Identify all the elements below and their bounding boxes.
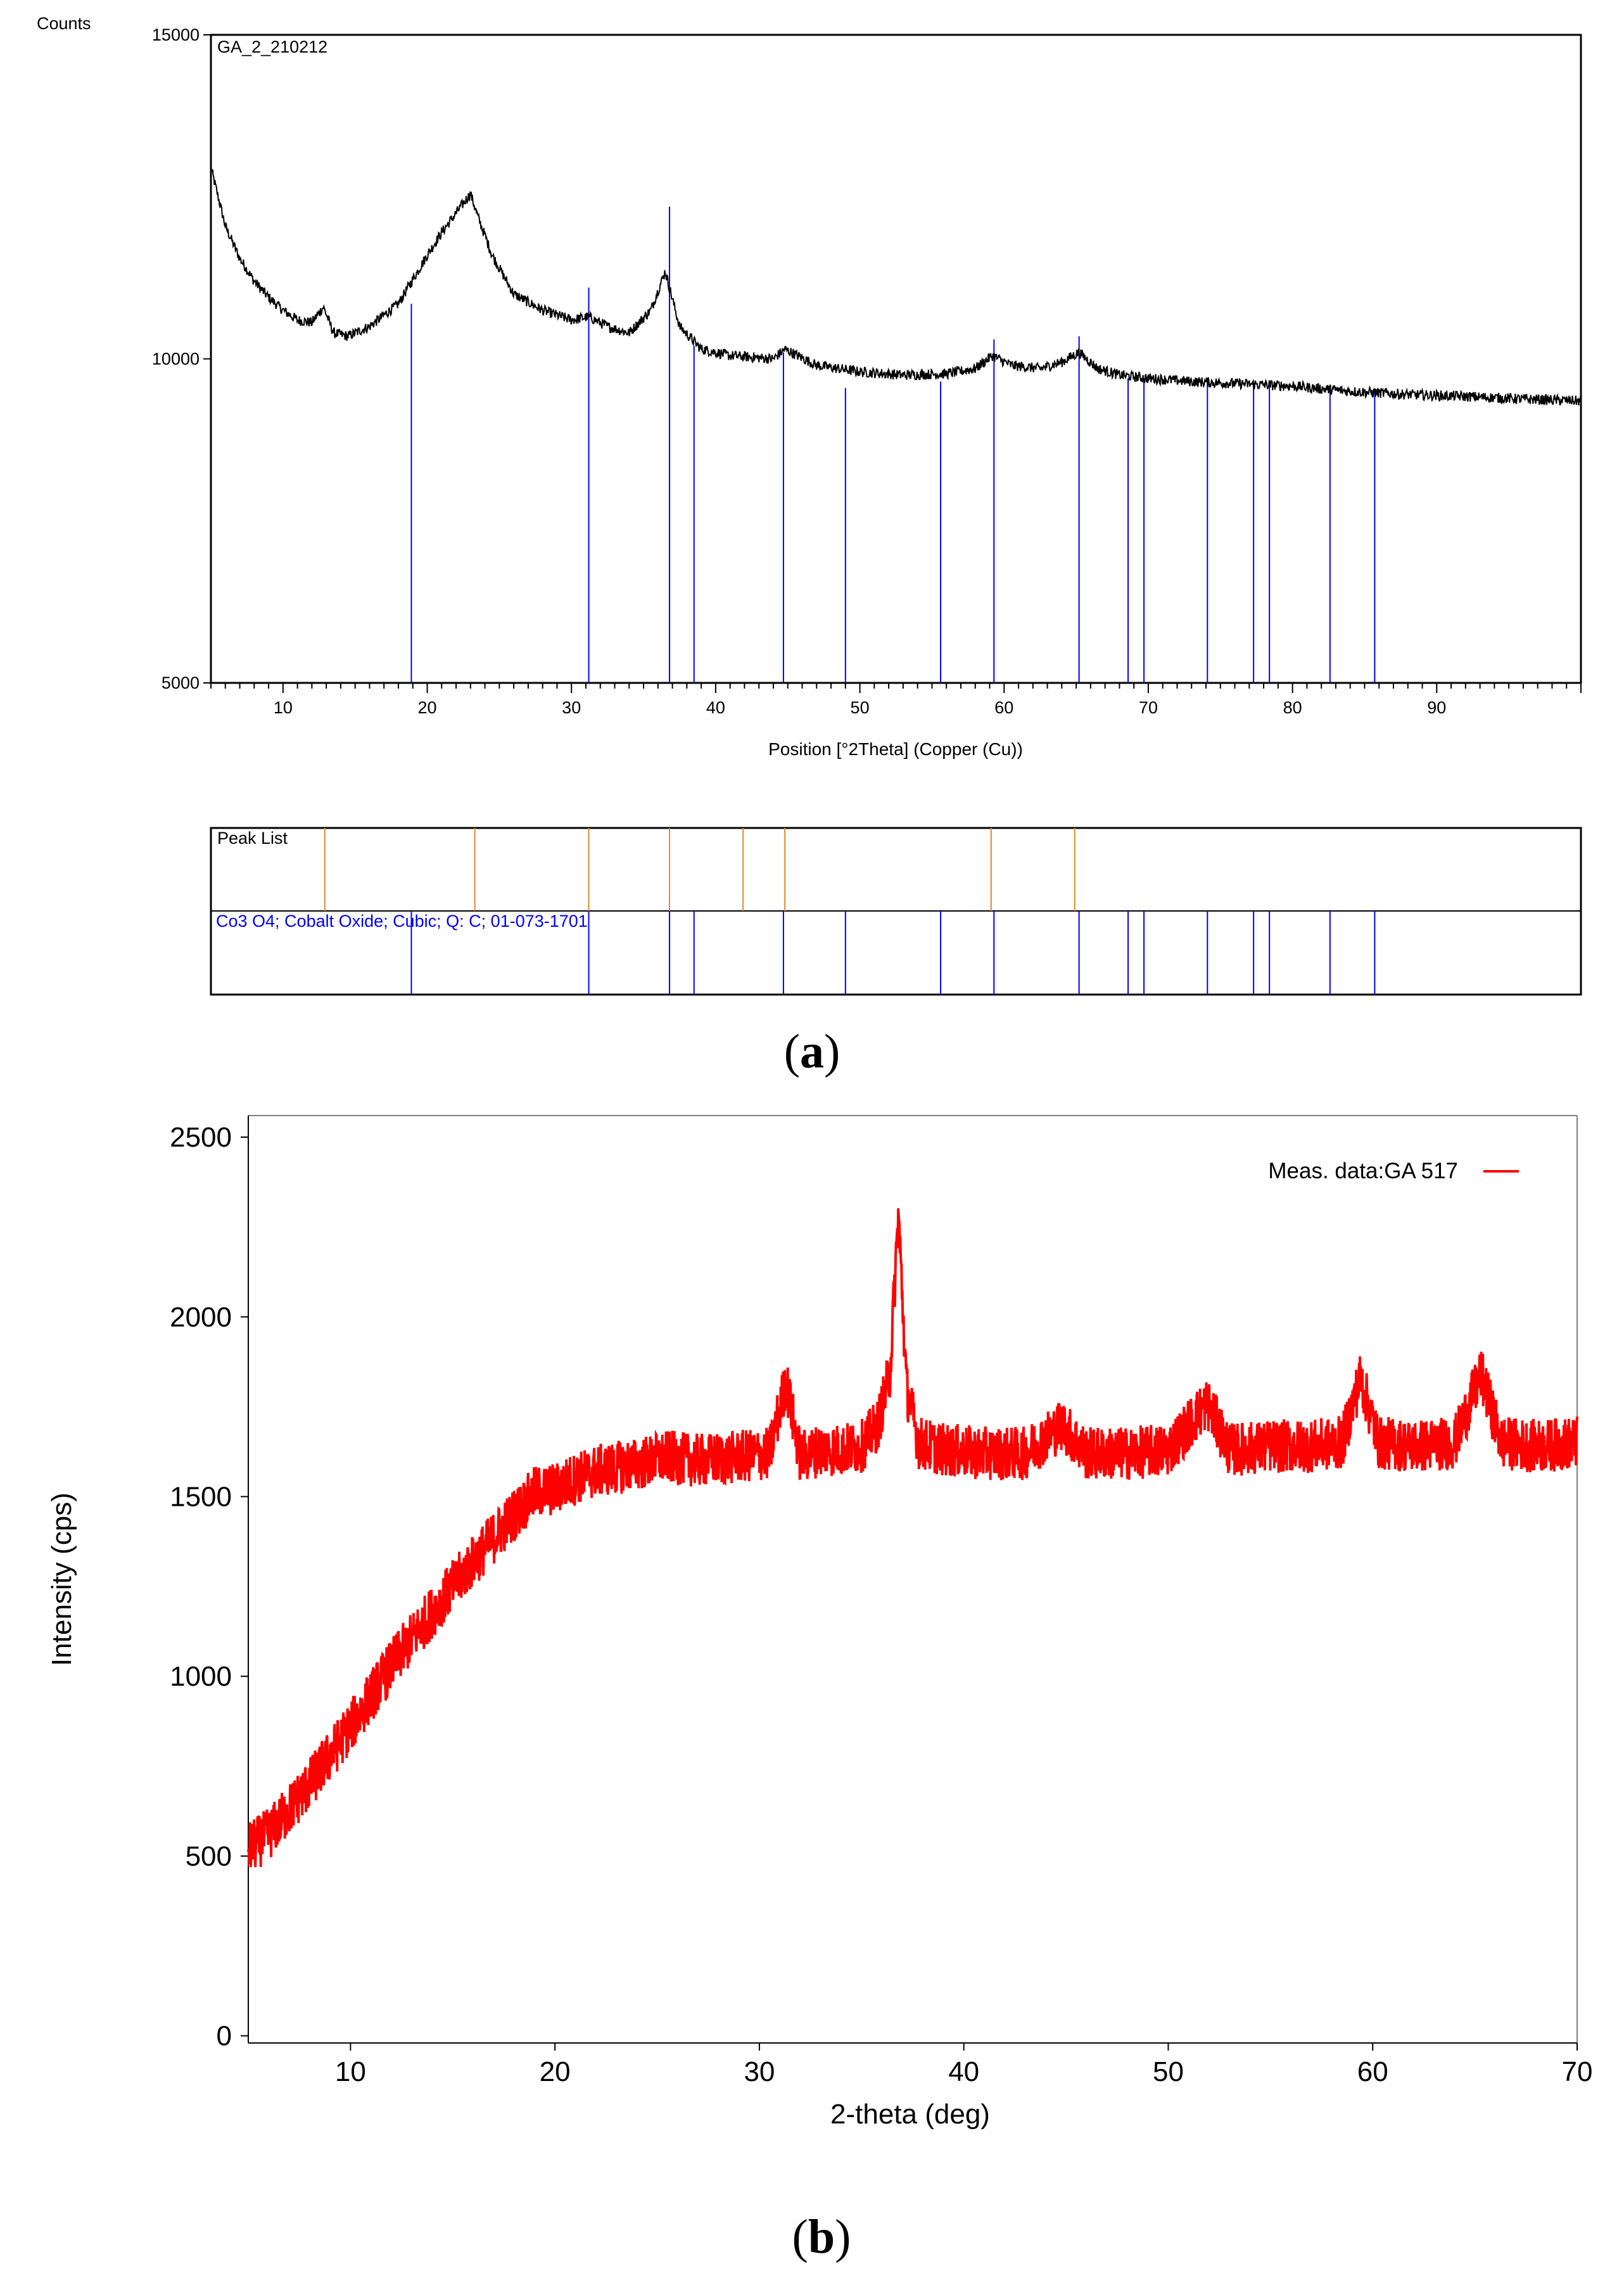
panel-b-x-tick-label: 40 [948,2056,979,2087]
reference-pattern-label: Co3 O4; Cobalt Oxide; Cubic; Q: C; 01-07… [216,912,588,931]
legend-label: Meas. data:GA 517 [1268,1159,1458,1183]
panel-b-x-tick-label: 50 [1153,2056,1184,2087]
panel-a-y-tick-label: 10000 [152,350,200,369]
panel-b-y-tick-label: 2500 [170,1122,232,1153]
panel-a-y-axis: 5000 10000 15000 [152,25,211,692]
panel-b-xlabel: 2-theta (deg) [830,2099,990,2130]
panel-a-title: GA_2_210212 [217,37,327,56]
panel-b-x-axis: 10 20 30 40 50 60 70 [335,2043,1593,2087]
panel-a-x-tick-label: 30 [562,698,581,717]
panel-a-letter: a [800,1025,824,1078]
panel-a-x-axis: 10 20 30 40 50 60 70 80 90 [210,683,1582,717]
panel-b-y-tick-label: 500 [186,1841,232,1872]
reference-pattern-marks [410,911,1376,995]
panel-b-x-tick-label: 10 [335,2056,366,2087]
peak-list-label: Peak List [217,829,288,848]
panel-a-caption: (a) [784,1025,841,1078]
panel-b-y-tick-label: 1500 [170,1481,232,1512]
panel-b-y-axis: 0 500 1000 1500 2000 2500 [170,1122,248,2052]
panel-a-x-tick-label: 20 [418,698,437,717]
panel-b-x-tick-label: 30 [744,2056,775,2087]
panel-a-x-tick-label: 80 [1283,698,1302,717]
panel-b-x-tick-label: 70 [1562,2056,1593,2087]
panel-b-y-tick-label: 2000 [170,1302,232,1333]
panel-b-y-tick-label: 1000 [170,1661,232,1692]
panel-a-x-tick-label: 70 [1139,698,1158,717]
panel-b-x-tick-label: 20 [540,2056,571,2087]
panel-a-xlabel: Position [°2Theta] (Copper (Cu)) [768,739,1023,759]
panel-a-y-tick-label: 5000 [162,673,200,692]
panel-b: 0 500 1000 1500 2000 2500 10 20 30 40 50 60 70 Inte… [46,1115,1593,2130]
panel-a-x-tick-label: 10 [274,698,293,717]
panel-b-ylabel: Intensity (cps) [46,1492,77,1666]
panel-a: Counts GA_2_210212 5000 10000 15000 10 20 30… [37,14,1582,996]
panel-a-reference-lines [410,207,1376,683]
panel-b-letter: b [808,2210,835,2263]
panel-a-x-tick-label: 60 [994,698,1013,717]
panel-a-ylabel: Counts [37,14,91,33]
panel-a-plot-frame [210,34,1582,684]
peak-list-marks [324,828,1075,911]
panel-a-series-line [210,166,1582,405]
panel-b-caption: (b) [792,2210,851,2263]
panel-a-y-tick-label: 15000 [152,25,200,44]
panel-b-x-tick-label: 60 [1357,2056,1388,2087]
panel-b-y-tick-label: 0 [217,2021,232,2052]
panel-a-x-tick-label: 50 [851,698,870,717]
panel-a-x-tick-label: 40 [706,698,725,717]
panel-a-x-tick-label: 90 [1427,698,1446,717]
panel-b-series-line [247,1208,1578,1868]
